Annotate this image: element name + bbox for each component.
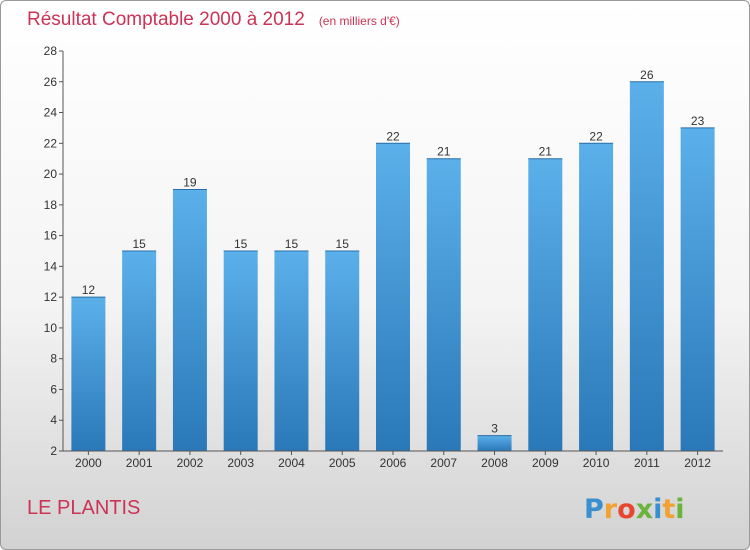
chart-title-main: Résultat Comptable 2000 à 2012 bbox=[27, 9, 305, 30]
y-tick-label: 8 bbox=[50, 352, 57, 366]
bar-2002 bbox=[172, 189, 207, 451]
y-tick-label: 26 bbox=[44, 75, 58, 89]
bar-value-label: 19 bbox=[183, 175, 197, 189]
place-name: LE PLANTIS bbox=[27, 497, 140, 519]
bar-2012 bbox=[680, 127, 715, 451]
logo-letter: x bbox=[636, 494, 653, 525]
x-tick-label: 2001 bbox=[126, 456, 153, 470]
bar-2005 bbox=[325, 251, 360, 451]
x-tick-label: 2005 bbox=[329, 456, 356, 470]
y-tick-label: 18 bbox=[44, 198, 58, 212]
x-tick-label: 2004 bbox=[278, 456, 305, 470]
y-tick-label: 22 bbox=[44, 136, 58, 150]
x-tick-label: 2000 bbox=[75, 456, 102, 470]
logo-letter: r bbox=[604, 494, 618, 525]
x-tick-label: 2007 bbox=[430, 456, 457, 470]
bar-value-label: 15 bbox=[336, 237, 350, 251]
x-tick-label: 2011 bbox=[634, 456, 660, 470]
bars-group: 12 15 19 15 15 15 22 21 3 21 22 26 23 bbox=[71, 68, 715, 452]
bar-value-label: 3 bbox=[491, 422, 498, 436]
logo-letter: P bbox=[584, 494, 604, 525]
bar-2009 bbox=[528, 158, 563, 451]
x-tick-label: 2009 bbox=[532, 456, 559, 470]
bar-value-label: 15 bbox=[285, 237, 299, 251]
chart-title: Résultat Comptable 2000 à 2012 (en milli… bbox=[27, 9, 400, 30]
y-tick-label: 14 bbox=[44, 259, 58, 273]
bar-value-label: 15 bbox=[234, 237, 248, 251]
bar-value-label: 21 bbox=[437, 145, 451, 159]
x-tick-label: 2006 bbox=[380, 456, 407, 470]
logo-letter: i bbox=[675, 494, 684, 525]
bar-2003 bbox=[223, 251, 258, 451]
y-tick-label: 20 bbox=[44, 167, 58, 181]
bar-2011 bbox=[629, 81, 664, 452]
y-tick-label: 12 bbox=[44, 290, 58, 304]
logo-letter: t bbox=[662, 494, 675, 525]
bar-2001 bbox=[122, 251, 157, 451]
x-tick-label: 2012 bbox=[684, 456, 711, 470]
x-tick-label: 2010 bbox=[583, 456, 610, 470]
logo-letter: i bbox=[653, 494, 662, 525]
y-tick-label: 10 bbox=[44, 321, 58, 335]
bar-2008 bbox=[477, 435, 512, 451]
bar-value-label: 15 bbox=[132, 237, 146, 251]
bar-2007 bbox=[426, 158, 461, 451]
x-tick-label: 2008 bbox=[481, 456, 508, 470]
bar-2004 bbox=[274, 251, 309, 451]
y-tick-label: 6 bbox=[50, 382, 57, 396]
bar-value-label: 23 bbox=[691, 114, 705, 128]
bar-value-label: 12 bbox=[82, 283, 96, 297]
bar-value-label: 26 bbox=[640, 68, 654, 82]
bar-2000 bbox=[71, 297, 106, 451]
y-tick-label: 24 bbox=[44, 106, 58, 120]
x-tick-label: 2002 bbox=[177, 456, 204, 470]
y-tick-label: 4 bbox=[50, 413, 57, 427]
y-tick-label: 28 bbox=[44, 44, 58, 58]
bar-value-label: 22 bbox=[386, 129, 400, 143]
bar-2010 bbox=[579, 143, 614, 452]
bar-value-label: 21 bbox=[539, 145, 553, 159]
proxiti-logo[interactable]: Proxiti bbox=[584, 494, 685, 525]
chart-title-unit: (en milliers d'€) bbox=[319, 14, 400, 28]
y-tick-label: 16 bbox=[44, 229, 58, 243]
logo-letter: o bbox=[617, 494, 636, 525]
bar-value-label: 22 bbox=[589, 129, 603, 143]
x-tick-label: 2003 bbox=[227, 456, 254, 470]
x-axis: 2000 2001 2002 2003 2004 2005 2006 2007 2008 2009… bbox=[63, 450, 723, 470]
y-tick-label: 2 bbox=[50, 444, 57, 458]
bar-2006 bbox=[376, 143, 410, 452]
